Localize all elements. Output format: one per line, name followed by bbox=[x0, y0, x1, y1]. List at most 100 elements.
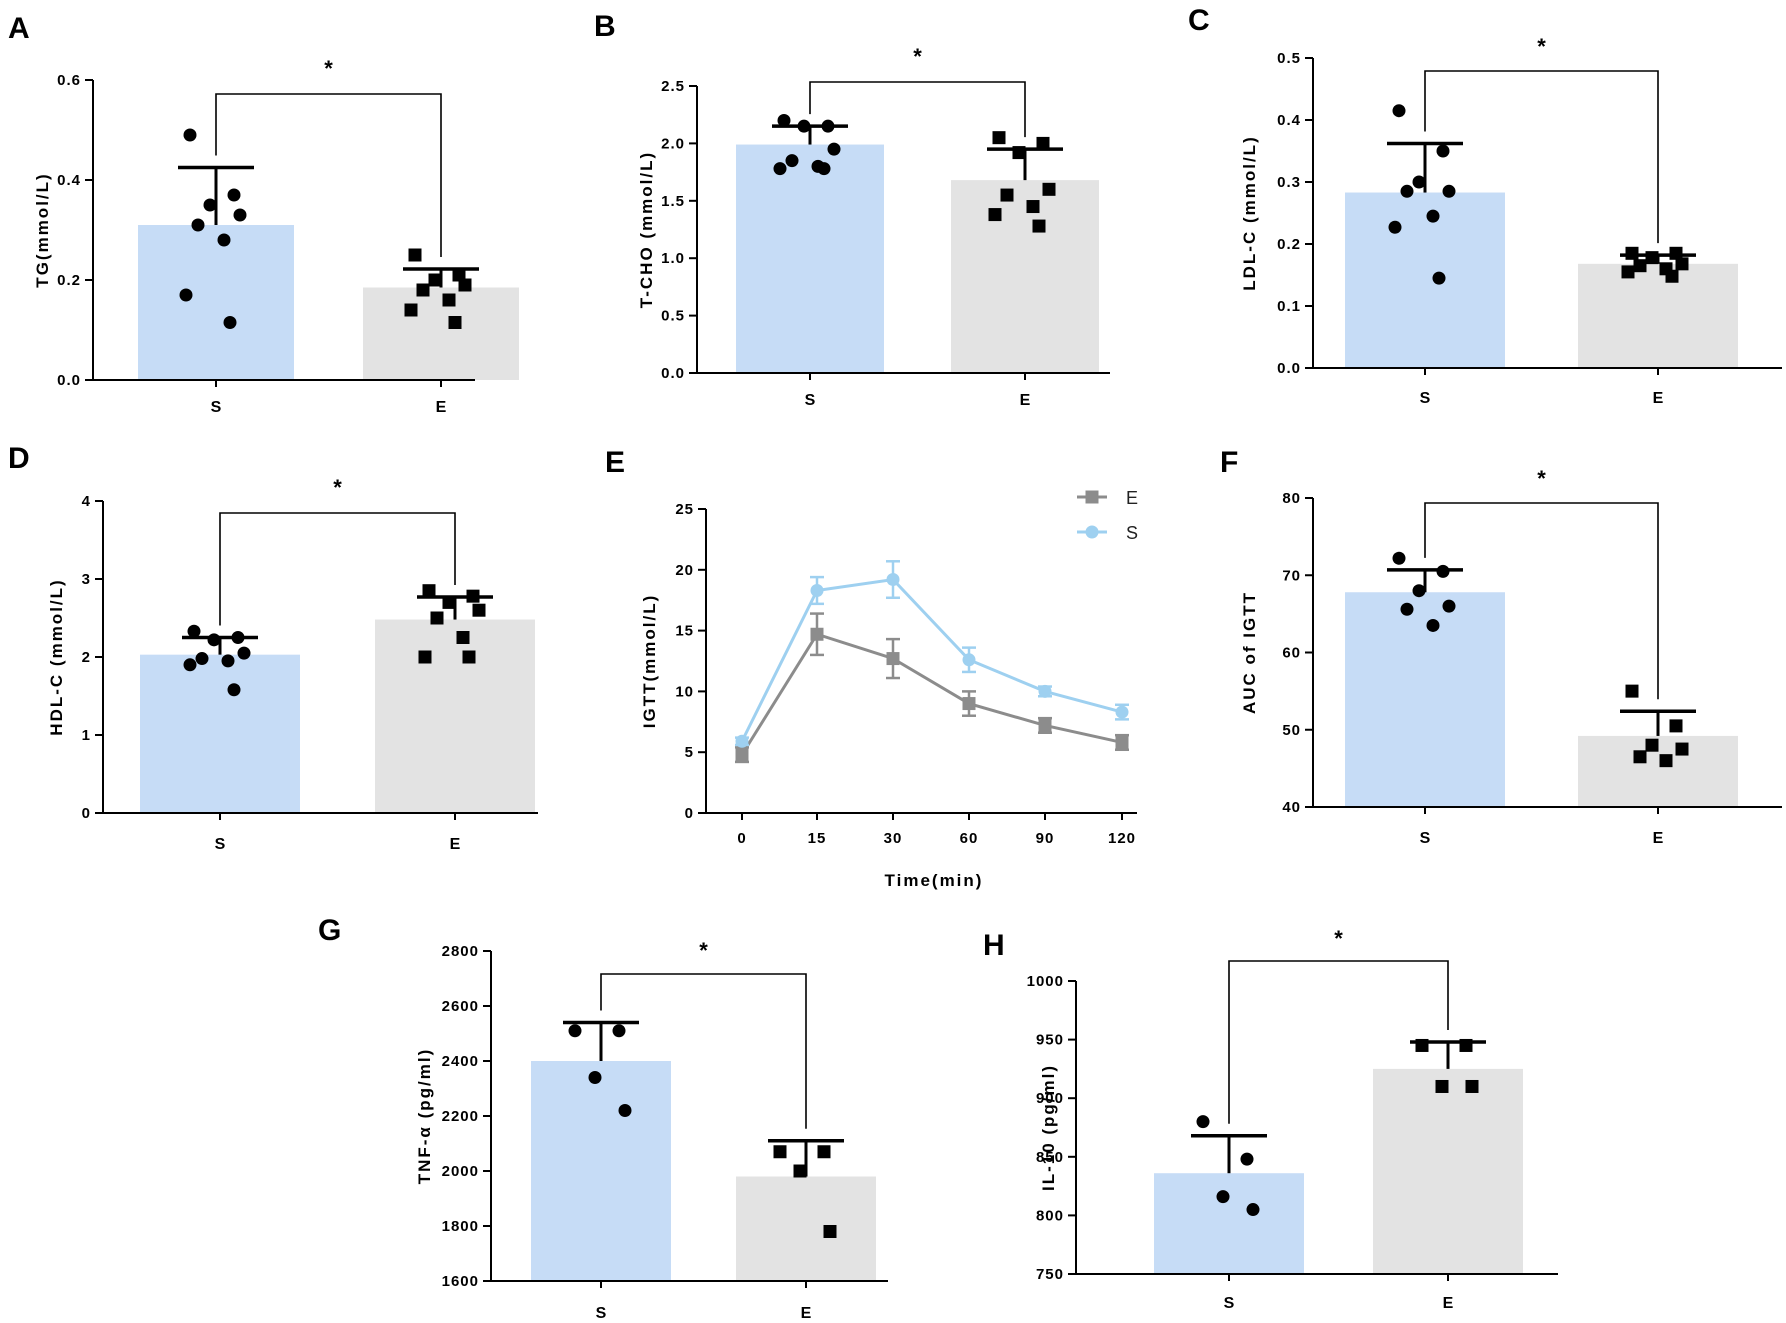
series-e bbox=[735, 612, 1129, 764]
data-point-e bbox=[452, 268, 466, 282]
y-tick-label: 0.4 bbox=[1277, 112, 1301, 129]
significance-bracket bbox=[600, 973, 807, 1129]
data-point-e bbox=[1000, 188, 1014, 202]
panel-b: B 0.0 0.5 1.0 1.5 2.0 2.5 S E T-CHO (mmol/L) * bbox=[594, 10, 1110, 409]
data-point-s bbox=[233, 208, 247, 222]
data-point-s bbox=[588, 1071, 602, 1084]
data-point-s bbox=[1400, 602, 1414, 616]
legend-item-s: S bbox=[1077, 523, 1138, 543]
data-point-s bbox=[1412, 584, 1426, 598]
y-tick-label: 0.2 bbox=[57, 272, 81, 289]
data-point-s bbox=[568, 1024, 582, 1038]
y-tick-label: 50 bbox=[1282, 722, 1301, 739]
data-point-e bbox=[1633, 259, 1647, 273]
x-tick-label: 90 bbox=[1036, 830, 1055, 847]
category-label-s: S bbox=[1420, 390, 1431, 407]
y-tick-label: 900 bbox=[1036, 1090, 1064, 1107]
data-point-s bbox=[1442, 184, 1456, 198]
category-label-s: S bbox=[215, 836, 226, 853]
panel-c: C 0.0 0.1 0.2 0.3 0.4 0.5 S E LDL-C (mmol/L) * bbox=[1188, 4, 1782, 407]
y-tick-label: 0.5 bbox=[1277, 50, 1301, 67]
data-point-s bbox=[810, 583, 824, 597]
y-tick-label: 800 bbox=[1036, 1207, 1064, 1224]
y-tick-label: 1 bbox=[82, 727, 91, 744]
data-point-s bbox=[1392, 551, 1406, 565]
category-label-s: S bbox=[596, 1305, 607, 1322]
data-point-s bbox=[735, 734, 749, 748]
y-tick-label: 15 bbox=[675, 623, 694, 640]
data-point-e bbox=[404, 303, 418, 317]
panel-letter-e: E bbox=[605, 446, 625, 479]
data-point-e bbox=[1465, 1079, 1479, 1093]
data-point-s bbox=[223, 316, 237, 329]
data-point-s bbox=[1426, 209, 1440, 223]
y-tick-label: 3 bbox=[82, 571, 91, 588]
significance-star: * bbox=[1537, 466, 1546, 491]
data-point-s bbox=[191, 218, 205, 232]
bar-e bbox=[736, 1176, 876, 1281]
bar-e bbox=[375, 619, 535, 813]
y-tick-label: 40 bbox=[1282, 799, 1301, 816]
data-point-s bbox=[237, 646, 251, 660]
data-point-e bbox=[773, 1145, 787, 1159]
data-point-e bbox=[962, 697, 976, 711]
y-tick-label: 4 bbox=[82, 493, 91, 510]
data-point-s bbox=[231, 631, 245, 644]
y-tick-label: 1600 bbox=[442, 1273, 479, 1290]
data-point-s bbox=[1216, 1190, 1230, 1204]
y-tick-label: 2.5 bbox=[661, 78, 685, 95]
panel-letter-f: F bbox=[1220, 446, 1238, 479]
significance-bracket bbox=[215, 93, 442, 257]
y-tick-label: 950 bbox=[1036, 1032, 1064, 1049]
data-point-s bbox=[183, 128, 197, 142]
data-point-s bbox=[217, 233, 231, 247]
x-tick-label: 0 bbox=[737, 830, 746, 847]
significance-bracket bbox=[219, 512, 456, 626]
y-tick-label: 2400 bbox=[442, 1053, 479, 1070]
panel-e: E 0 5 10 15 20 25 0 15 30 60 90 120 Time(min) IGTT(mmo… bbox=[605, 446, 1138, 890]
category-label-s: S bbox=[1224, 1295, 1235, 1312]
series-line-s bbox=[740, 577, 1123, 742]
data-point-e bbox=[1026, 200, 1040, 214]
y-tick-label: 2600 bbox=[442, 998, 479, 1015]
data-point-e bbox=[1625, 684, 1639, 698]
significance-bracket bbox=[1228, 960, 1449, 1124]
data-point-e bbox=[1675, 257, 1689, 271]
significance-star: * bbox=[333, 475, 342, 500]
data-point-s bbox=[1115, 705, 1129, 719]
data-point-e bbox=[1669, 246, 1683, 260]
significance-bracket bbox=[1424, 70, 1659, 244]
data-point-e bbox=[430, 611, 444, 625]
data-point-e bbox=[1675, 742, 1689, 756]
legend-marker bbox=[1085, 525, 1099, 539]
category-label-e: E bbox=[1653, 390, 1664, 407]
data-point-e bbox=[886, 652, 900, 666]
category-label-e: E bbox=[450, 836, 461, 853]
data-point-e bbox=[1032, 219, 1046, 233]
y-tick-label: 2.0 bbox=[661, 135, 685, 152]
data-point-e bbox=[472, 603, 486, 617]
y-axis-title: IGTT(mmol/L) bbox=[640, 594, 659, 728]
data-point-s bbox=[962, 653, 976, 667]
data-point-e bbox=[466, 589, 480, 603]
y-tick-label: 0.6 bbox=[57, 72, 81, 89]
data-point-s bbox=[817, 162, 831, 176]
data-point-e bbox=[823, 1225, 837, 1238]
data-point-s bbox=[1426, 618, 1440, 632]
data-point-e bbox=[416, 283, 430, 297]
significance-star: * bbox=[1334, 926, 1343, 951]
data-point-s bbox=[886, 573, 900, 587]
y-tick-label: 1.5 bbox=[661, 193, 685, 210]
y-tick-label: 0.1 bbox=[1277, 298, 1301, 315]
legend-item-e: E bbox=[1077, 488, 1138, 508]
data-point-e bbox=[1036, 136, 1050, 150]
category-label-s: S bbox=[211, 399, 222, 416]
y-tick-label: 1.0 bbox=[661, 250, 685, 267]
y-tick-label: 0.0 bbox=[57, 372, 81, 389]
data-point-s bbox=[227, 188, 241, 202]
panel-letter-g: G bbox=[318, 914, 341, 947]
x-tick-label: 60 bbox=[960, 830, 979, 847]
panel-f: F 40 50 60 70 80 S E AUC of IGTT * bbox=[1220, 446, 1782, 847]
x-tick-label: 120 bbox=[1108, 830, 1136, 847]
